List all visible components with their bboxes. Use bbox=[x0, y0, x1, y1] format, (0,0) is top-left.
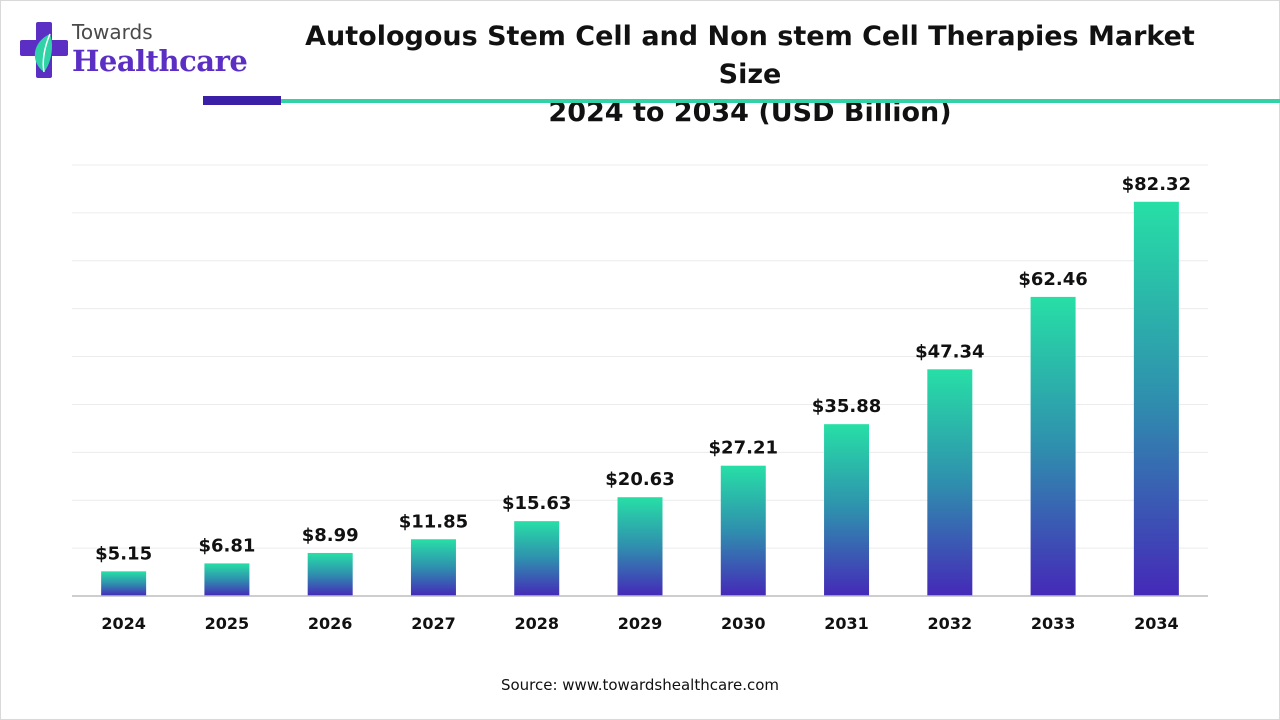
x-tick-2027: 2027 bbox=[411, 614, 456, 633]
brand-name-line2: Healthcare bbox=[72, 44, 248, 78]
x-tick-2026: 2026 bbox=[308, 614, 353, 633]
x-tick-2031: 2031 bbox=[824, 614, 869, 633]
data-label-2030: $27.21 bbox=[709, 438, 778, 459]
x-tick-labels: 2024 2025 2026 2027 2028 2029 2030 2031 2032 2033… bbox=[101, 614, 1178, 633]
x-tick-2024: 2024 bbox=[101, 614, 146, 633]
bar-2032 bbox=[927, 369, 973, 596]
bar-2027 bbox=[410, 539, 456, 596]
data-label-2029: $20.63 bbox=[605, 469, 674, 490]
title-rule-purple bbox=[203, 96, 281, 105]
data-label-2024: $5.15 bbox=[95, 543, 152, 564]
bar-2026 bbox=[307, 552, 353, 596]
data-label-2033: $62.46 bbox=[1018, 269, 1087, 290]
bar-2025 bbox=[204, 563, 250, 596]
bar-2028 bbox=[514, 521, 560, 596]
chart-title-line1: Autologous Stem Cell and Non stem Cell T… bbox=[305, 21, 1195, 90]
data-label-2025: $6.81 bbox=[198, 535, 255, 556]
data-label-2031: $35.88 bbox=[812, 396, 881, 417]
bar-2024 bbox=[101, 571, 147, 596]
x-tick-2030: 2030 bbox=[721, 614, 766, 633]
title-rule-teal bbox=[281, 99, 1280, 103]
x-tick-2028: 2028 bbox=[514, 614, 559, 633]
x-tick-2032: 2032 bbox=[928, 614, 973, 633]
data-labels: $5.15 $6.81 $8.99 $11.85 $15.63 $20.63 $27.21 $… bbox=[95, 174, 1191, 565]
data-label-2032: $47.34 bbox=[915, 341, 984, 362]
bar-2031 bbox=[824, 424, 870, 596]
brand-logo: Towards Healthcare bbox=[20, 18, 248, 88]
bar-2033 bbox=[1030, 296, 1076, 596]
data-label-2028: $15.63 bbox=[502, 493, 571, 514]
brand-name-line1: Towards bbox=[72, 20, 153, 44]
x-tick-2034: 2034 bbox=[1134, 614, 1179, 633]
source-note: Source: www.towardshealthcare.com bbox=[500, 676, 780, 694]
bar-2029 bbox=[617, 497, 663, 596]
x-tick-2029: 2029 bbox=[618, 614, 663, 633]
bar-2034 bbox=[1133, 201, 1179, 596]
medical-cross-icon bbox=[20, 22, 68, 78]
data-label-2027: $11.85 bbox=[399, 511, 468, 532]
bars bbox=[101, 201, 1179, 596]
x-tick-2033: 2033 bbox=[1031, 614, 1076, 633]
x-tick-2025: 2025 bbox=[205, 614, 250, 633]
data-label-2026: $8.99 bbox=[302, 525, 359, 546]
bar-2030 bbox=[720, 465, 766, 596]
data-label-2034: $82.32 bbox=[1122, 174, 1191, 195]
